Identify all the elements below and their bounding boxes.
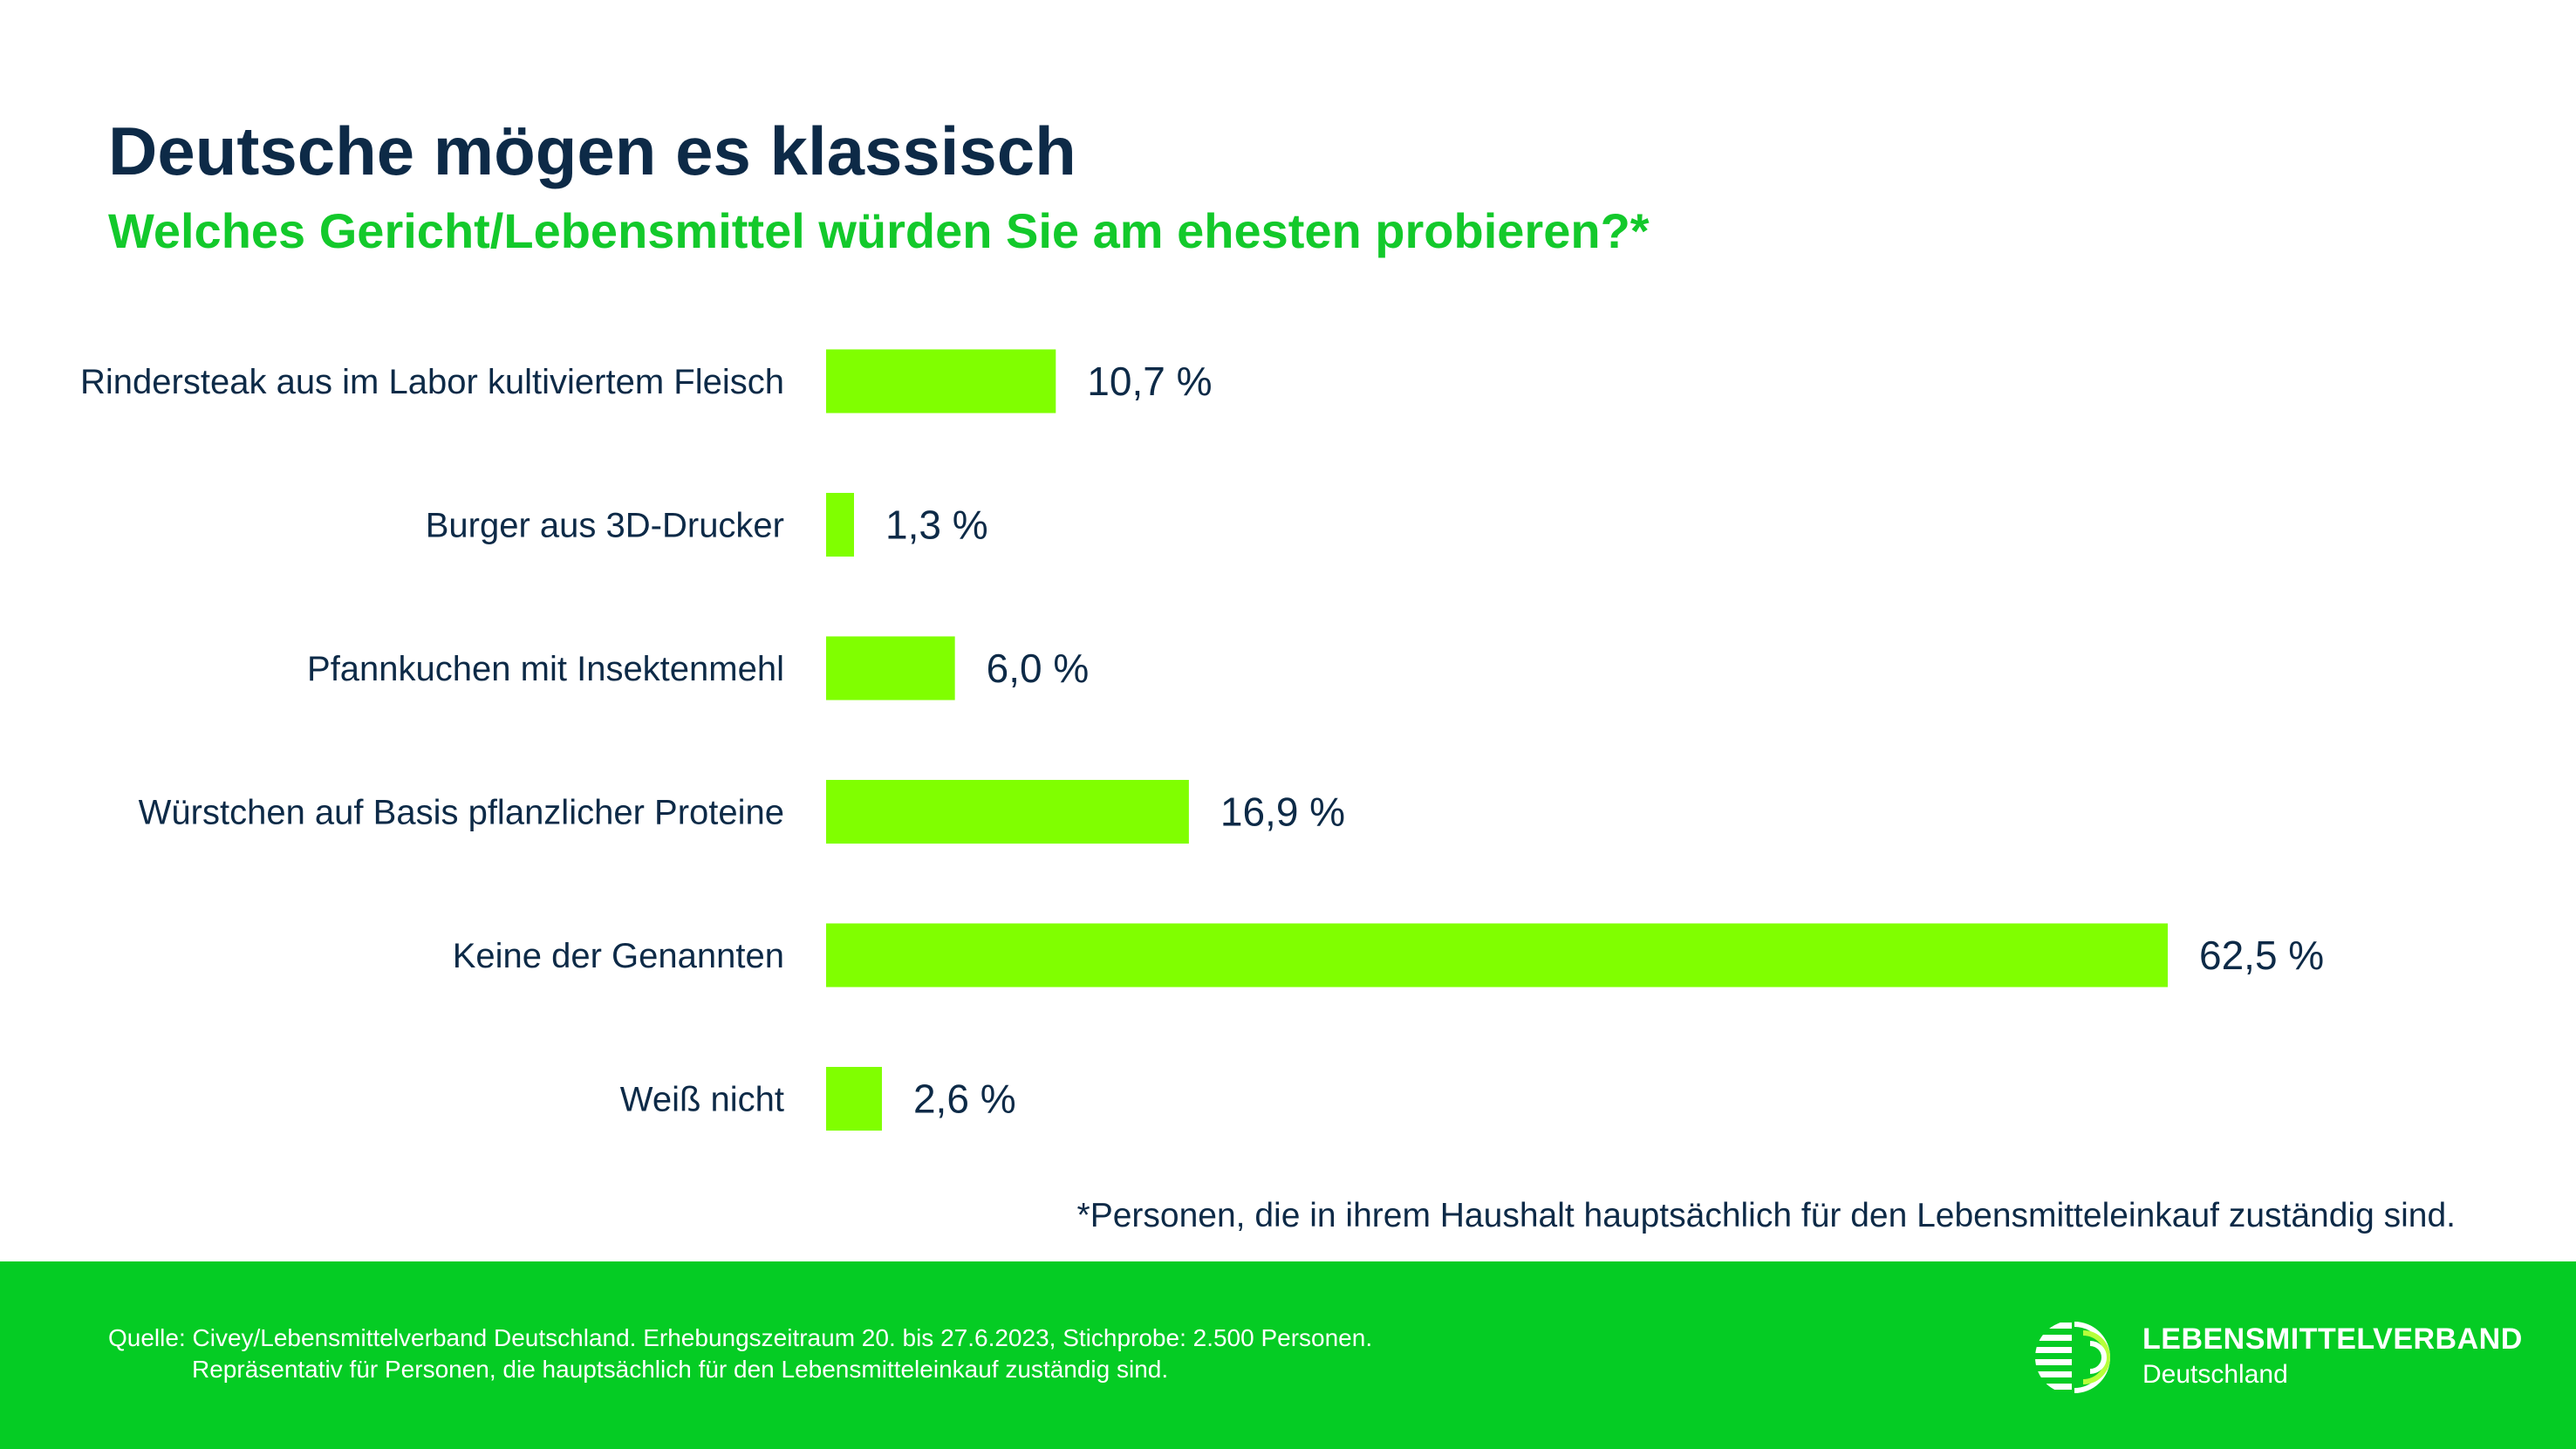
bar-chart: Rindersteak aus im Labor kultiviertem Fl… — [80, 349, 2324, 1131]
bar — [826, 493, 854, 557]
source-line-1: Quelle: Civey/Lebensmittelverband Deutsc… — [108, 1324, 1373, 1351]
value-label: 16,9 % — [1220, 789, 1345, 835]
bar — [826, 1067, 882, 1131]
chart-title: Deutsche mögen es klassisch — [108, 113, 1076, 189]
value-label: 62,5 % — [2199, 933, 2324, 978]
bar — [826, 349, 1056, 414]
category-label: Weiß nicht — [620, 1081, 784, 1119]
value-label: 10,7 % — [1087, 359, 1212, 404]
source-line-2: Repräsentativ für Personen, die hauptsäc… — [192, 1356, 1169, 1383]
category-label: Burger aus 3D-Drucker — [426, 507, 784, 545]
category-label: Keine der Genannten — [453, 937, 784, 975]
footnote: *Personen, die in ihrem Haushalt hauptsä… — [1076, 1197, 2456, 1234]
value-label: 2,6 % — [913, 1076, 1016, 1122]
source-note: Quelle: Civey/Lebensmittelverband Deutsc… — [108, 1323, 1372, 1385]
lebensmittelverband-logo-icon — [2035, 1322, 2110, 1393]
logo-subtitle: Deutschland — [2142, 1360, 2288, 1389]
value-label: 1,3 % — [885, 502, 988, 548]
logo-name: LEBENSMITTELVERBAND — [2142, 1323, 2523, 1356]
category-label: Rindersteak aus im Labor kultiviertem Fl… — [80, 363, 784, 401]
bar — [826, 780, 1189, 844]
category-label: Würstchen auf Basis pflanzlicher Protein… — [139, 794, 784, 832]
bar — [826, 923, 2168, 988]
value-label: 6,0 % — [987, 646, 1090, 691]
bar — [826, 636, 955, 701]
chart-subtitle: Welches Gericht/Lebensmittel würden Sie … — [108, 203, 1650, 258]
logo-text: LEBENSMITTELVERBAND Deutschland — [2142, 1323, 2523, 1390]
category-label: Pfannkuchen mit Insektenmehl — [307, 650, 784, 688]
footer-bar: Quelle: Civey/Lebensmittelverband Deutsc… — [0, 1261, 2576, 1449]
